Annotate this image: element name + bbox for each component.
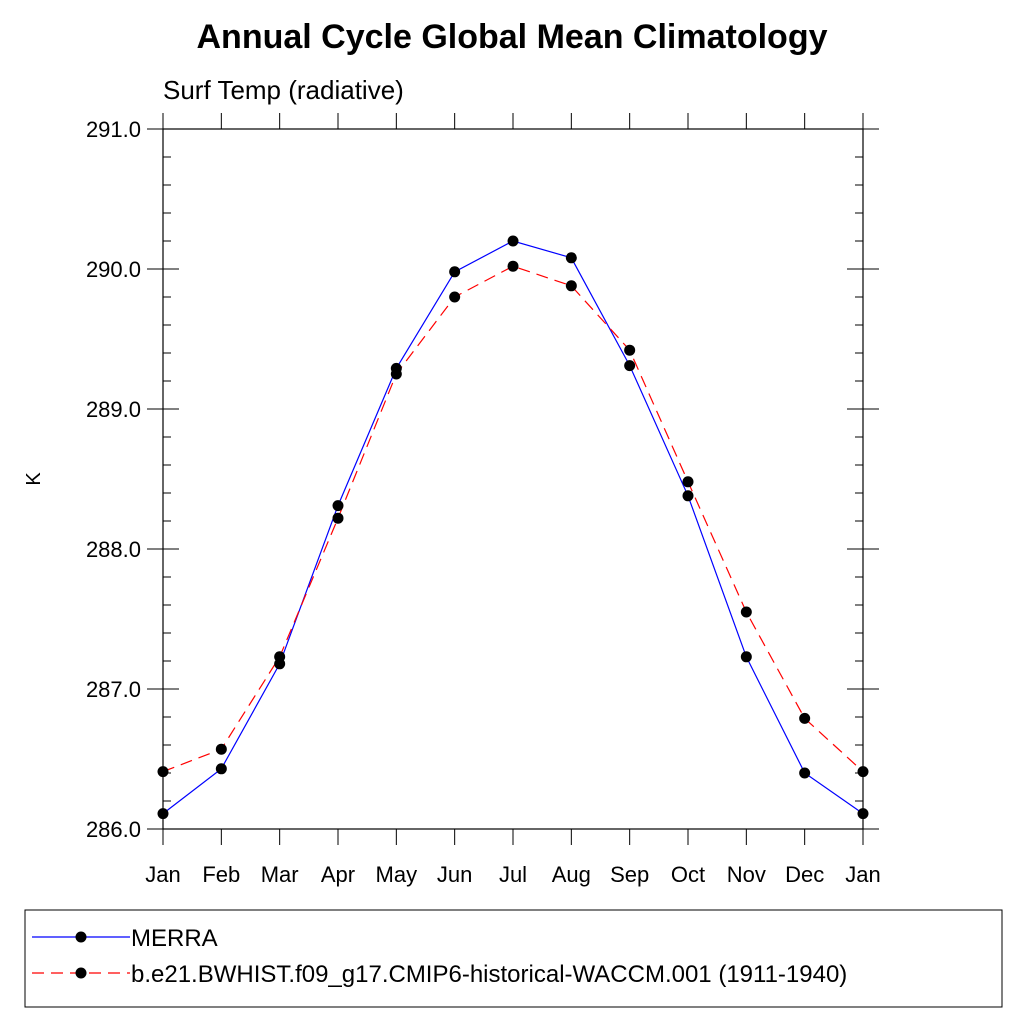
x-tick-label: Sep	[610, 862, 649, 887]
legend: MERRA b.e21.BWHIST.f09_g17.CMIP6-historic…	[32, 925, 847, 988]
chart-title: Annual Cycle Global Mean Climatology	[197, 18, 828, 56]
series-1-point	[740, 606, 752, 618]
chart-subtitle: Surf Temp (radiative)	[163, 75, 404, 105]
y-tick-label: 286.0	[86, 817, 141, 842]
x-tick-label: Jun	[437, 862, 472, 887]
series-1-point	[682, 476, 694, 488]
x-tick-label: Apr	[321, 862, 355, 887]
series-1-point	[274, 651, 286, 663]
legend-marker-1	[75, 967, 87, 979]
x-tick-label: Oct	[671, 862, 705, 887]
legend-label-0: MERRA	[131, 925, 218, 952]
x-tick-label: Jan	[845, 862, 880, 887]
series-1-point	[624, 344, 636, 356]
y-tick-label: 291.0	[86, 117, 141, 142]
series-0-point	[624, 360, 636, 372]
series-1-point	[332, 512, 344, 524]
legend-marker-0	[75, 931, 87, 943]
y-tick-label: 288.0	[86, 537, 141, 562]
series-0-point	[332, 500, 344, 512]
series-1-point	[507, 260, 519, 272]
x-tick-label: Nov	[727, 862, 766, 887]
series-0-point	[449, 266, 461, 278]
x-tick-label: Aug	[552, 862, 591, 887]
x-tick-label: Mar	[261, 862, 299, 887]
series-1-point	[390, 368, 402, 380]
series-0-point	[682, 490, 694, 502]
x-tick-label: Feb	[202, 862, 240, 887]
x-tick-label: Jul	[499, 862, 527, 887]
series-1-point	[215, 743, 227, 755]
series-0-point	[565, 252, 577, 264]
series-0-point	[799, 767, 811, 779]
tick-labels: Jan Feb Mar Apr May Jun Jul Aug Sep Oct Nov Dec Jan2…	[86, 117, 881, 887]
x-tick-label: Jan	[145, 862, 180, 887]
series-0-point	[215, 763, 227, 775]
series-0-point	[740, 651, 752, 663]
y-tick-label: 287.0	[86, 677, 141, 702]
series-line-1	[162, 265, 864, 773]
series-1-point	[799, 712, 811, 724]
series-1-point	[449, 291, 461, 303]
plot-frame	[162, 128, 864, 830]
x-tick-label: May	[376, 862, 418, 887]
series-0-point	[507, 235, 519, 247]
series-layer	[157, 235, 869, 820]
series-1-point	[565, 280, 577, 292]
y-tick-label: 289.0	[86, 397, 141, 422]
axis-ticks	[147, 113, 879, 845]
y-axis-label: K	[23, 472, 45, 486]
legend-box	[24, 909, 1003, 1008]
y-tick-label: 290.0	[86, 257, 141, 282]
x-tick-label: Dec	[785, 862, 824, 887]
series-line-0	[162, 240, 864, 815]
legend-label-1: b.e21.BWHIST.f09_g17.CMIP6-historical-WA…	[131, 961, 847, 988]
